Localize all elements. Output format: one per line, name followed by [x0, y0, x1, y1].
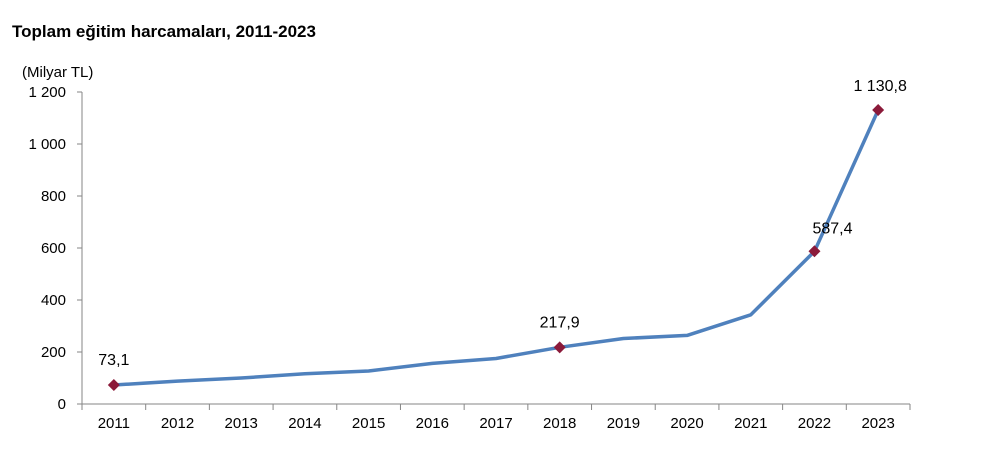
x-axis-ticks: 2011 2012 2013 2014 2015 2016 2017 2018 2019 2020…	[81, 404, 911, 432]
y-tick-label: 1 200	[28, 84, 66, 101]
x-tick-label: 2014	[288, 415, 321, 432]
y-axis-ticks: 0 200 400 600 800 1 000 1 200	[28, 84, 82, 413]
x-tick-label: 2015	[352, 415, 385, 432]
data-label: 587,4	[812, 220, 852, 237]
x-tick-label: 2022	[798, 415, 831, 432]
x-tick-label: 2016	[416, 415, 449, 432]
y-tick-label: 600	[41, 240, 66, 257]
y-tick-label: 800	[41, 188, 66, 205]
y-tick-label: 400	[41, 292, 66, 309]
x-tick-label: 2012	[161, 415, 194, 432]
markers-group	[107, 103, 885, 391]
series-line	[112, 108, 880, 387]
data-point-marker	[107, 378, 120, 391]
x-tick-label: 2011	[98, 415, 130, 432]
x-tick-label: 2023	[861, 415, 894, 432]
x-tick-label: 2019	[607, 415, 640, 432]
y-axis-unit-label: (Milyar TL)	[22, 64, 93, 81]
x-tick-label: 2021	[734, 415, 767, 432]
data-point-marker	[808, 245, 821, 258]
y-tick-label: 200	[41, 344, 66, 361]
data-labels-group: 73,1 217,9 587,4 1 130,8	[98, 78, 907, 369]
x-tick-label: 2020	[670, 415, 703, 432]
y-tick-label: 0	[58, 396, 66, 413]
data-point-marker	[872, 103, 885, 116]
x-tick-label: 2018	[543, 415, 576, 432]
data-label: 73,1	[98, 352, 129, 369]
x-tick-label: 2017	[479, 415, 512, 432]
chart-title: Toplam eğitim harcamaları, 2011-2023	[12, 22, 316, 41]
x-tick-label: 2013	[225, 415, 258, 432]
data-label: 1 130,8	[853, 78, 906, 95]
data-label: 217,9	[540, 314, 580, 331]
data-point-marker	[553, 341, 566, 354]
series-group	[112, 108, 880, 387]
y-tick-label: 1 000	[28, 136, 66, 153]
